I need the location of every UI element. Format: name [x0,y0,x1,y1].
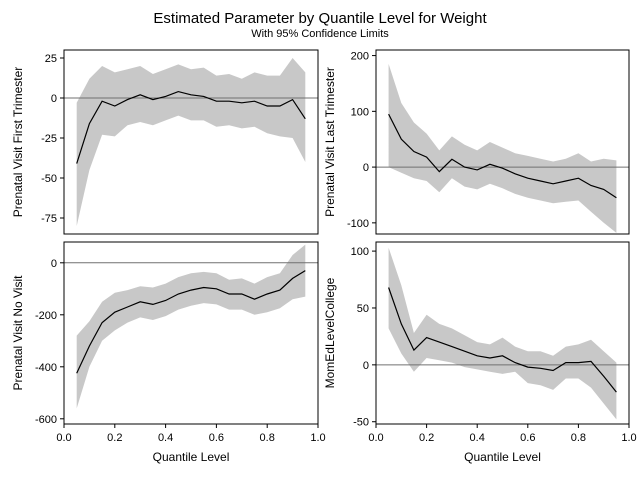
y-tick-label: 0 [51,93,57,105]
x-tick-label: 0.8 [571,432,586,444]
panel-1: 25 0 -25 -50 -75 Prenatal Visit First Trimest… [11,49,319,235]
panel-frame [375,49,630,235]
panel-4: 100 50 0 -50 0.0 0.2 0.4 0.6 0.8 1.0 MomEdLevelCol… [323,241,637,464]
y-tick-label: -600 [35,414,57,426]
x-tick-label: 1.0 [310,432,325,444]
x-axis-label: Quantile Level [464,450,541,464]
y-tick-label: -25 [41,133,57,145]
y-tick-label: -400 [35,362,57,374]
panel-frame [375,241,630,425]
panel-frame [63,49,319,235]
y-tick-label: 25 [45,53,57,65]
x-tick-label: 0.4 [470,432,485,444]
y-tick-label: 100 [351,106,369,118]
y-tick-label: -200 [35,310,57,322]
figure-title: Estimated Parameter by Quantile Level fo… [153,10,487,27]
panel-3: 0 -200 -400 -600 0.0 0.2 0.4 0.6 0.8 1.0 Prenatal … [11,241,326,464]
y-tick-label: 50 [357,303,369,315]
estimate-line [388,287,617,393]
estimate-line [388,113,617,199]
y-tick-label: -50 [353,417,369,429]
panel-2: 200 100 0 -100 Prenatal Visit Last Trimester [323,49,630,235]
figure-subtitle: With 95% Confidence Limits [251,28,389,40]
y-tick-label: -100 [347,218,369,230]
x-axis-label: Quantile Level [153,450,230,464]
confidence-band [76,58,306,226]
x-tick-label: 0.0 [368,432,383,444]
y-axis-label: MomEdLevelCollege [323,277,337,388]
y-tick-label: -75 [41,213,57,225]
y-axis-label: Prenatal Visit Last Trimester [323,67,337,217]
y-axis-label: Prenatal Visit First Trimester [11,67,25,217]
estimate-line [76,270,306,374]
y-tick-label: 200 [351,51,369,63]
y-tick-label: 0 [51,258,57,270]
x-tick-label: 0.4 [158,432,173,444]
y-tick-label: -50 [41,173,57,185]
x-tick-label: 0.2 [107,432,122,444]
x-tick-label: 0.6 [520,432,535,444]
x-tick-label: 0.8 [260,432,275,444]
x-tick-label: 0.0 [56,432,71,444]
panel-frame [63,241,319,425]
y-tick-label: 100 [351,246,369,258]
confidence-band [388,247,617,420]
confidence-band [76,244,306,409]
y-axis-label: Prenatal Visit No Visit [11,275,25,391]
y-tick-label: 0 [363,162,369,174]
y-tick-label: 0 [363,360,369,372]
estimate-line [76,90,306,164]
x-tick-label: 0.2 [419,432,434,444]
x-tick-label: 0.6 [209,432,224,444]
x-tick-label: 1.0 [621,432,636,444]
confidence-band [388,63,617,233]
